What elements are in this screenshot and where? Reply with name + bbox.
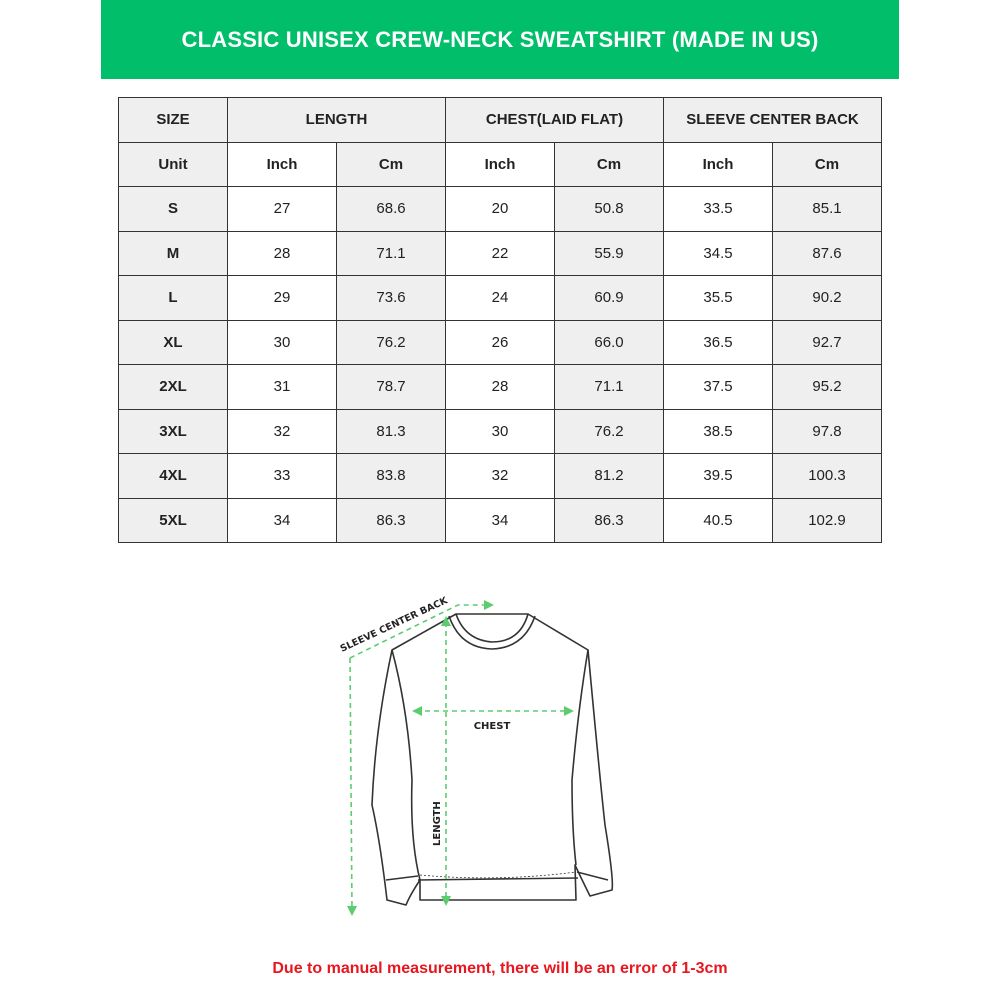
- size-cell: 5XL: [118, 497, 228, 543]
- header-length: LENGTH: [227, 97, 446, 143]
- value-cell: 32: [227, 408, 337, 454]
- page-title: CLASSIC UNISEX CREW-NECK SWEATSHIRT (MAD…: [181, 26, 819, 52]
- header-sleeve: SLEEVE CENTER BACK: [663, 97, 882, 143]
- table-row: M 28 71.1 22 55.9 34.5 87.6: [118, 230, 882, 276]
- length-label: LENGTH: [432, 801, 443, 846]
- unit-cell: Unit: [118, 141, 228, 187]
- value-cell: 86.3: [554, 497, 664, 543]
- sweatshirt-diagram: SLEEVE CENTER BACK CHEST LENGTH: [339, 595, 614, 916]
- size-cell: S: [118, 186, 228, 232]
- unit-row: Unit Inch Cm Inch Cm Inch Cm: [118, 141, 882, 187]
- unit-cell: Inch: [227, 141, 337, 187]
- value-cell: 76.2: [336, 319, 446, 365]
- table-row: 5XL 34 86.3 34 86.3 40.5 102.9: [118, 497, 882, 543]
- value-cell: 76.2: [554, 408, 664, 454]
- value-cell: 37.5: [663, 364, 773, 410]
- value-cell: 71.1: [554, 364, 664, 410]
- value-cell: 66.0: [554, 319, 664, 365]
- table-row: S 27 68.6 20 50.8 33.5 85.1: [118, 186, 882, 232]
- title-banner: CLASSIC UNISEX CREW-NECK SWEATSHIRT (MAD…: [101, 0, 899, 79]
- unit-cell: Inch: [663, 141, 773, 187]
- unit-cell: Cm: [336, 141, 446, 187]
- arrow-heads: [347, 600, 574, 916]
- chest-label: CHEST: [474, 721, 511, 732]
- value-cell: 24: [445, 275, 555, 321]
- value-cell: 68.6: [336, 186, 446, 232]
- size-cell: L: [118, 275, 228, 321]
- table-row: 4XL 33 83.8 32 81.2 39.5 100.3: [118, 453, 882, 499]
- value-cell: 85.1: [772, 186, 882, 232]
- value-cell: 33.5: [663, 186, 773, 232]
- table-row: 2XL 31 78.7 28 71.1 37.5 95.2: [118, 364, 882, 410]
- measurement-arrows: [349, 604, 570, 911]
- size-chart-table: SIZE LENGTH CHEST(LAID FLAT) SLEEVE CENT…: [118, 97, 882, 543]
- table-row: 3XL 32 81.3 30 76.2 38.5 97.8: [118, 408, 882, 454]
- value-cell: 36.5: [663, 319, 773, 365]
- value-cell: 40.5: [663, 497, 773, 543]
- value-cell: 81.3: [336, 408, 446, 454]
- value-cell: 30: [227, 319, 337, 365]
- value-cell: 35.5: [663, 275, 773, 321]
- unit-cell: Cm: [554, 141, 664, 187]
- value-cell: 20: [445, 186, 555, 232]
- value-cell: 34: [445, 497, 555, 543]
- value-cell: 100.3: [772, 453, 882, 499]
- header-chest: CHEST(LAID FLAT): [445, 97, 664, 143]
- value-cell: 34: [227, 497, 337, 543]
- unit-cell: Inch: [445, 141, 555, 187]
- value-cell: 28: [445, 364, 555, 410]
- value-cell: 97.8: [772, 408, 882, 454]
- size-cell: 3XL: [118, 408, 228, 454]
- value-cell: 26: [445, 319, 555, 365]
- value-cell: 92.7: [772, 319, 882, 365]
- value-cell: 78.7: [336, 364, 446, 410]
- size-cell: 2XL: [118, 364, 228, 410]
- value-cell: 71.1: [336, 230, 446, 276]
- value-cell: 83.8: [336, 453, 446, 499]
- value-cell: 50.8: [554, 186, 664, 232]
- sleeve-label: SLEEVE CENTER BACK: [339, 595, 450, 655]
- size-cell: XL: [118, 319, 228, 365]
- value-cell: 22: [445, 230, 555, 276]
- value-cell: 34.5: [663, 230, 773, 276]
- value-cell: 31: [227, 364, 337, 410]
- unit-cell: Cm: [772, 141, 882, 187]
- value-cell: 102.9: [772, 497, 882, 543]
- table-header-row: SIZE LENGTH CHEST(LAID FLAT) SLEEVE CENT…: [118, 97, 882, 143]
- measurement-note: Due to manual measurement, there will be…: [272, 960, 728, 977]
- value-cell: 86.3: [336, 497, 446, 543]
- value-cell: 81.2: [554, 453, 664, 499]
- value-cell: 29: [227, 275, 337, 321]
- value-cell: 38.5: [663, 408, 773, 454]
- size-cell: 4XL: [118, 453, 228, 499]
- value-cell: 30: [445, 408, 555, 454]
- value-cell: 60.9: [554, 275, 664, 321]
- value-cell: 27: [227, 186, 337, 232]
- value-cell: 28: [227, 230, 337, 276]
- value-cell: 33: [227, 453, 337, 499]
- table-row: XL 30 76.2 26 66.0 36.5 92.7: [118, 319, 882, 365]
- value-cell: 73.6: [336, 275, 446, 321]
- value-cell: 90.2: [772, 275, 882, 321]
- value-cell: 87.6: [772, 230, 882, 276]
- table-row: L 29 73.6 24 60.9 35.5 90.2: [118, 275, 882, 321]
- value-cell: 95.2: [772, 364, 882, 410]
- value-cell: 55.9: [554, 230, 664, 276]
- size-cell: M: [118, 230, 228, 276]
- value-cell: 39.5: [663, 453, 773, 499]
- header-size: SIZE: [118, 97, 228, 143]
- value-cell: 32: [445, 453, 555, 499]
- sweatshirt-outline: [371, 613, 614, 906]
